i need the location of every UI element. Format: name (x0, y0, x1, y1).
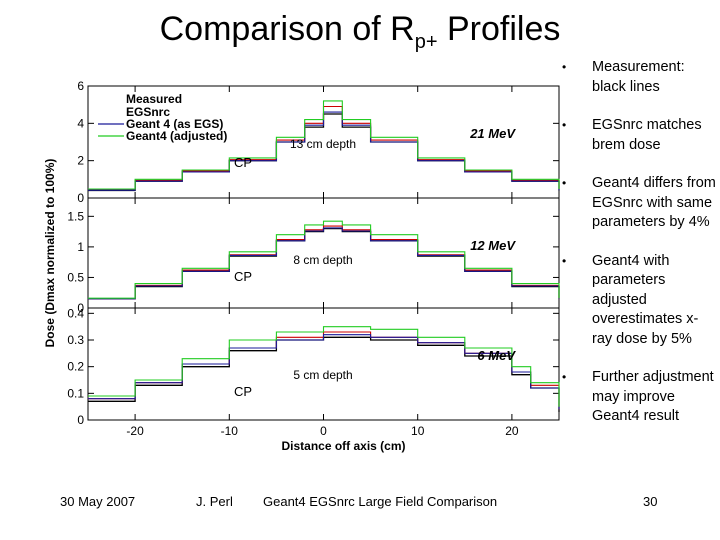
y-tick-label: 6 (77, 79, 84, 93)
bullet-text: Geant4 with parameters adjusted overesti… (592, 252, 699, 347)
y-tick-label: 0 (77, 413, 84, 427)
footer-conference: Geant4 EGSnrc Large Field Comparison (263, 494, 498, 509)
title-rest: Profiles (437, 10, 561, 48)
y-tick-label: 1.5 (67, 209, 84, 223)
y-tick-label: 0 (77, 301, 84, 315)
slide-title: Comparison of Rp+ Profiles (0, 10, 720, 54)
bullet-item: • Geant4 differs from EGSnrc with same pa… (556, 174, 716, 233)
y-tick-label: 0.3 (67, 333, 84, 347)
y-tick-label: 0.4 (67, 306, 84, 320)
bullet-icon: • (562, 118, 567, 132)
title-subscript: p+ (414, 31, 438, 53)
footer-author: J. Perl (196, 494, 233, 509)
y-tick-label: 0 (77, 191, 84, 205)
y-tick-label: 0.1 (67, 386, 84, 400)
y-axis-label: Dose (Dmax normalized to 100%) (43, 159, 57, 348)
y-tick-label: 0.5 (67, 270, 84, 284)
cp-label: CP (234, 155, 252, 170)
footer-page-number: 30 (643, 494, 658, 509)
y-tick-label: 1 (77, 240, 84, 254)
footer-date: 30 May 2007 (60, 494, 136, 509)
depth-label: 5 cm depth (293, 368, 352, 382)
y-tick-label: 0.2 (67, 360, 84, 374)
series-line-geant4-adjusted- (88, 220, 560, 299)
legend-entry: Geant4 (adjusted) (126, 129, 227, 143)
bullet-icon: • (562, 253, 567, 268)
series-line-geant4-adjusted- (88, 100, 560, 190)
bullet-text: Geant4 differs from EGSnrc with same par… (592, 175, 716, 230)
bullet-text: Measurement: black lines (592, 59, 685, 95)
depth-label: 13 cm depth (290, 137, 356, 151)
dose-profile-chart: Dose (Dmax normalized to 100%) 0 2 4 6 21 MeV… (43, 79, 560, 453)
x-tick-label: 0 (320, 424, 327, 438)
x-tick-label: 10 (411, 424, 425, 438)
bullet-item: • Geant4 with parameters adjusted overest… (556, 252, 716, 350)
bullet-item: • Further adjustment may improve Geant4 r… (556, 368, 716, 427)
x-axis-label: Distance off axis (cm) (281, 439, 405, 453)
bullet-list: • Measurement: black lines • EGSnrc matche… (556, 58, 716, 446)
energy-label: 21 MeV (469, 126, 516, 141)
x-tick-label: 20 (505, 424, 519, 438)
cp-label: CP (234, 269, 252, 284)
series-line-geant4-adjusted- (88, 326, 560, 407)
y-tick-label: 2 (77, 154, 84, 168)
x-tick-label: -20 (126, 424, 144, 438)
legend-header: Measured (126, 92, 182, 106)
bullet-icon: • (562, 370, 567, 384)
bullet-icon: • (562, 60, 567, 74)
bullet-text: EGSnrc matches brem dose (592, 117, 702, 153)
x-tick-label: -10 (221, 424, 239, 438)
y-tick-label: 4 (77, 116, 84, 130)
energy-label: 6 MeV (477, 348, 516, 363)
bullet-icon: • (562, 176, 567, 190)
depth-label: 8 cm depth (293, 253, 352, 267)
title-main: Comparison of R (159, 10, 415, 48)
legend-entry: EGSnrc (126, 105, 170, 119)
panel-frame (87, 307, 560, 421)
cp-label: CP (234, 384, 252, 399)
legend-entry: Geant 4 (as EGS) (126, 117, 223, 131)
bullet-text: Further adjustment may improve Geant4 re… (592, 369, 714, 424)
bullet-item: • EGSnrc matches brem dose (556, 116, 716, 155)
energy-label: 12 MeV (470, 238, 516, 253)
bullet-item: • Measurement: black lines (556, 58, 716, 97)
